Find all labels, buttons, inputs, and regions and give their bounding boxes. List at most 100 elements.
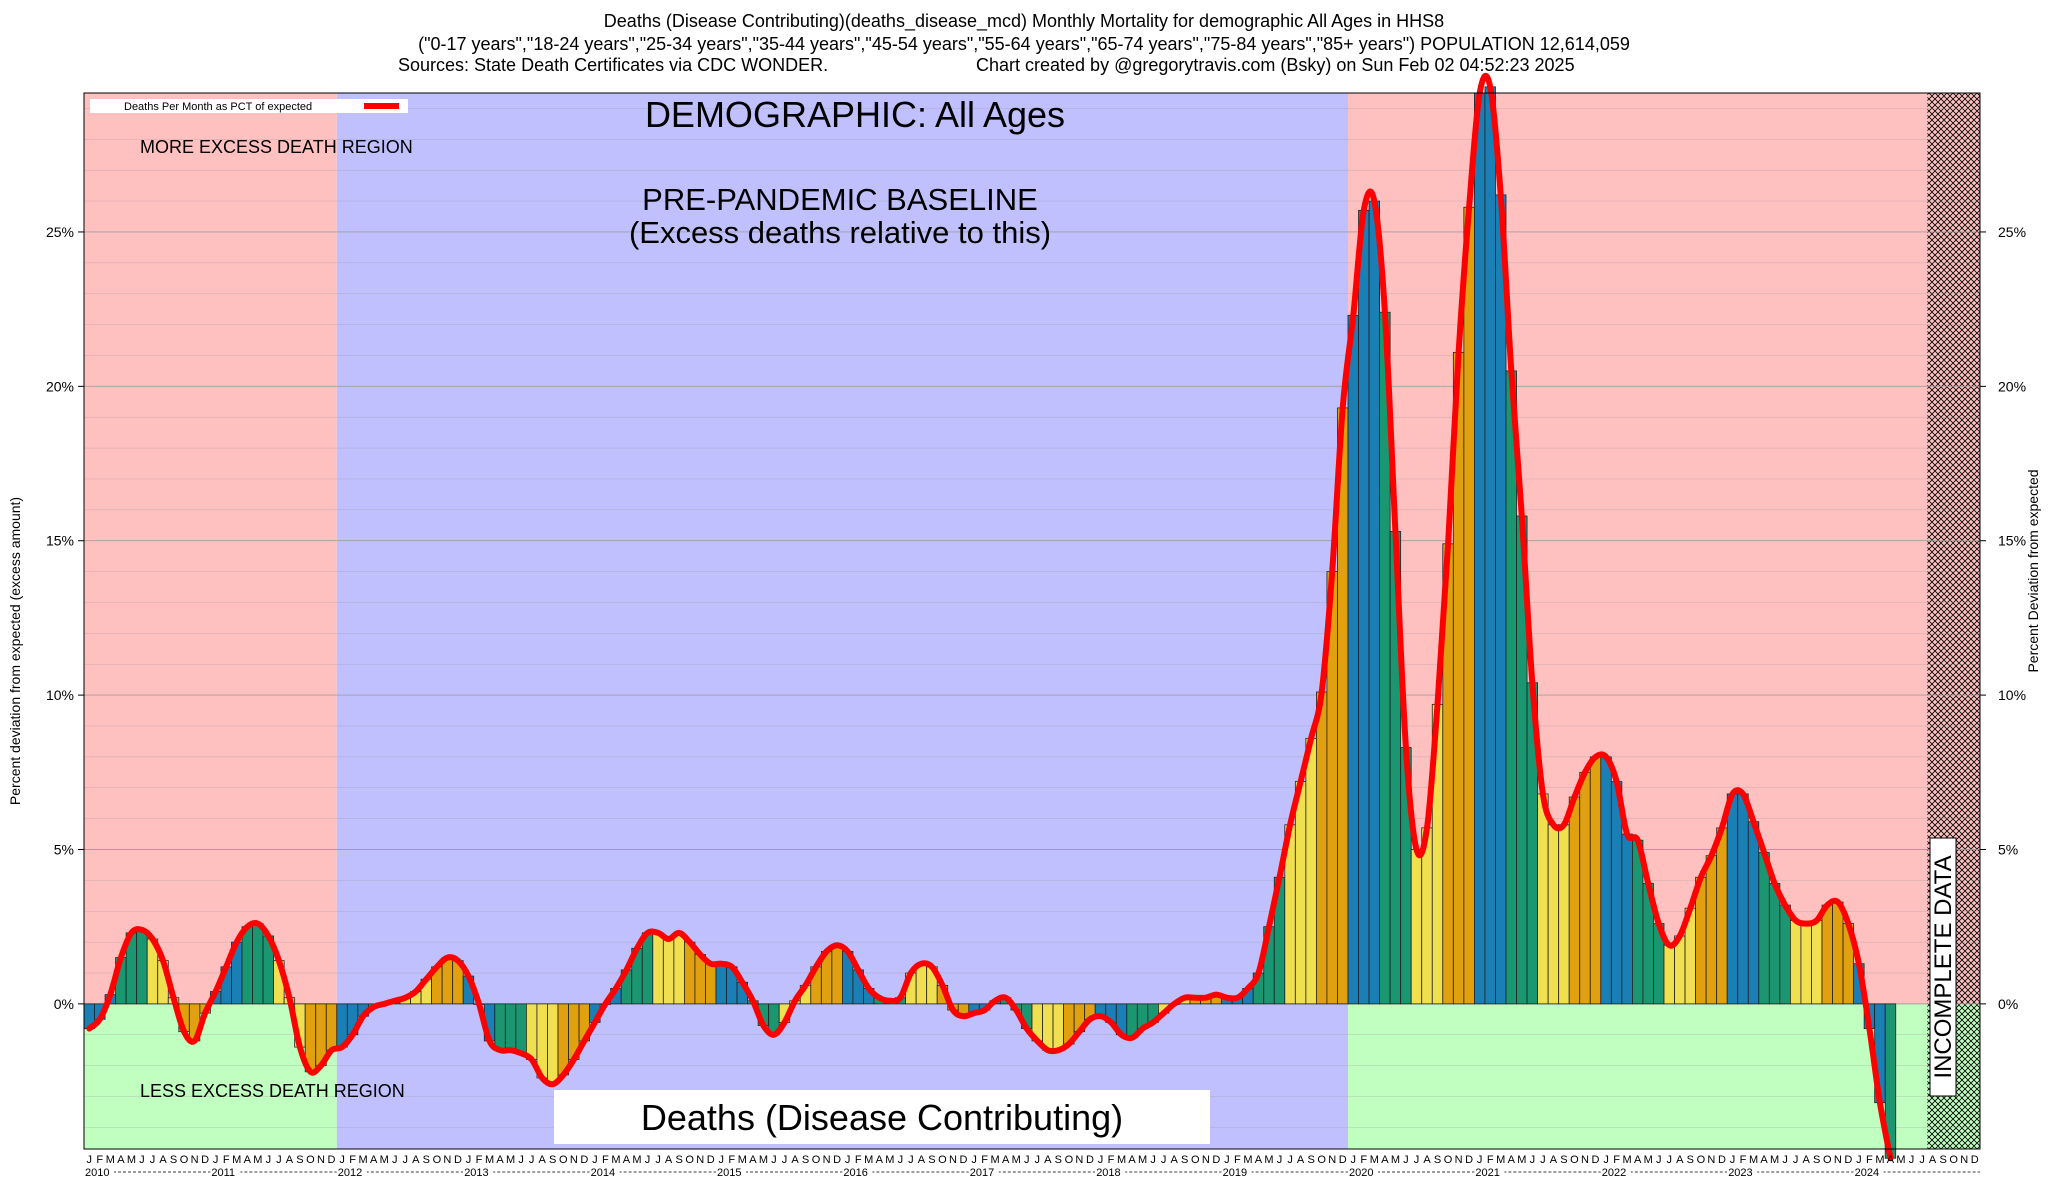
- x-month-label: M: [506, 1154, 515, 1166]
- x-year-label: 2013: [464, 1167, 488, 1179]
- less-excess-region-post: [1348, 1003, 1928, 1149]
- x-month-label: M: [1138, 1154, 1147, 1166]
- x-month-label: F: [728, 1154, 735, 1166]
- y-axis-title-left: Percent deviation from expected (excess …: [7, 497, 23, 805]
- x-month-label: M: [738, 1154, 747, 1166]
- x-month-label: J: [1909, 1154, 1915, 1166]
- bar: [652, 932, 664, 1005]
- bar: [673, 932, 685, 1005]
- x-month-label: O: [1697, 1154, 1706, 1166]
- bar: [1811, 920, 1823, 1005]
- axes-group: 0% 0% 5% 5% 10% 10% 15% 15% 20% 20% 25% 25% Percent …: [7, 92, 2041, 1179]
- x-month-label: S: [1813, 1154, 1820, 1166]
- x-month-label: N: [1581, 1154, 1589, 1166]
- bar: [441, 957, 454, 1005]
- bar: [1747, 821, 1760, 1005]
- bar: [1505, 370, 1517, 1005]
- legend-label: Deaths Per Month as PCT of expected: [124, 101, 312, 113]
- x-month-label: N: [696, 1154, 704, 1166]
- bottom-title: Deaths (Disease Contributing): [641, 1097, 1123, 1138]
- x-year-label: 2020: [1349, 1167, 1373, 1179]
- x-month-label: J: [1024, 1154, 1030, 1166]
- bar: [547, 1003, 559, 1085]
- x-month-label: A: [1634, 1154, 1642, 1166]
- x-month-label: S: [802, 1154, 809, 1166]
- bar: [1305, 737, 1317, 1005]
- x-month-label: D: [1718, 1154, 1726, 1166]
- x-month-label: J: [529, 1154, 535, 1166]
- y-axis-title-right: Percent Deviation from expected: [2025, 469, 2041, 672]
- bar: [526, 1003, 538, 1060]
- x-month-label: J: [1603, 1154, 1609, 1166]
- x-month-label: A: [1171, 1154, 1179, 1166]
- x-month-label: A: [1550, 1154, 1558, 1166]
- x-month-label: J: [1150, 1154, 1156, 1166]
- x-month-label: J: [898, 1154, 904, 1166]
- bar: [1474, 92, 1486, 1005]
- x-month-label: O: [306, 1154, 315, 1166]
- x-month-label: M: [885, 1154, 894, 1166]
- bar: [1779, 904, 1791, 1005]
- x-month-label: D: [454, 1154, 462, 1166]
- bar: [1358, 209, 1370, 1005]
- x-month-label: A: [244, 1154, 252, 1166]
- x-month-label: S: [296, 1154, 303, 1166]
- x-month-label: S: [423, 1154, 430, 1166]
- x-month-label: J: [1351, 1154, 1357, 1166]
- x-year-label-bg: [1600, 1166, 1631, 1179]
- x-month-label: O: [180, 1154, 189, 1166]
- labels-group: Deaths Per Month as PCT of expected DEMOG…: [90, 94, 1957, 1144]
- x-month-label: J: [150, 1154, 156, 1166]
- bar: [1547, 824, 1560, 1005]
- x-month-label: N: [949, 1154, 957, 1166]
- x-month-label: O: [559, 1154, 568, 1166]
- x-month-label: M: [485, 1154, 494, 1166]
- x-month-label: M: [232, 1154, 241, 1166]
- x-month-label: O: [433, 1154, 442, 1166]
- x-month-label: D: [1465, 1154, 1473, 1166]
- x-month-label: A: [1929, 1154, 1937, 1166]
- x-year-label: 2010: [85, 1167, 109, 1179]
- x-month-label: N: [1202, 1154, 1210, 1166]
- chart-title-line2: ("0-17 years","18-24 years","25-34 years…: [418, 34, 1630, 54]
- bar: [325, 1003, 338, 1051]
- x-year-label-bg: [1474, 1166, 1505, 1179]
- x-month-label: J: [403, 1154, 409, 1166]
- bar: [1463, 206, 1475, 1005]
- bar: [641, 932, 654, 1005]
- x-month-label: M: [127, 1154, 136, 1166]
- x-month-label: O: [938, 1154, 947, 1166]
- bar: [1726, 793, 1739, 1005]
- x-month-label: M: [1517, 1154, 1526, 1166]
- x-month-label: S: [675, 1154, 682, 1166]
- incomplete-data-label: INCOMPLETE DATA: [1930, 855, 1957, 1078]
- bottom-title-box: [554, 1090, 1210, 1144]
- x-month-label: M: [1770, 1154, 1779, 1166]
- x-year-label-bg: [968, 1166, 999, 1179]
- x-month-label: N: [1834, 1154, 1842, 1166]
- x-year-label: 2016: [843, 1167, 867, 1179]
- bar: [1737, 793, 1749, 1005]
- x-year-label-bg: [1348, 1166, 1378, 1179]
- bar: [831, 944, 843, 1005]
- x-month-label: A: [1803, 1154, 1811, 1166]
- credit-text: Chart created by @gregorytravis.com (Bsk…: [976, 55, 1575, 75]
- x-month-label: A: [791, 1154, 799, 1166]
- x-month-label: S: [549, 1154, 556, 1166]
- y-tick-label-left: 15%: [46, 533, 74, 549]
- x-year-label: 2019: [1223, 1167, 1247, 1179]
- x-month-label: D: [707, 1154, 715, 1166]
- x-month-label: M: [253, 1154, 262, 1166]
- x-month-label: A: [1760, 1154, 1768, 1166]
- bar: [1832, 901, 1844, 1005]
- bar: [1579, 771, 1591, 1005]
- x-year-label: 2017: [970, 1167, 994, 1179]
- x-month-label: A: [1255, 1154, 1263, 1166]
- x-year-label-bg: [589, 1166, 620, 1179]
- x-month-label: D: [1592, 1154, 1600, 1166]
- x-month-label: J: [213, 1154, 219, 1166]
- x-year-label: 2022: [1602, 1167, 1626, 1179]
- x-month-label: J: [1540, 1154, 1546, 1166]
- x-month-label: J: [1403, 1154, 1409, 1166]
- x-month-label: S: [1055, 1154, 1062, 1166]
